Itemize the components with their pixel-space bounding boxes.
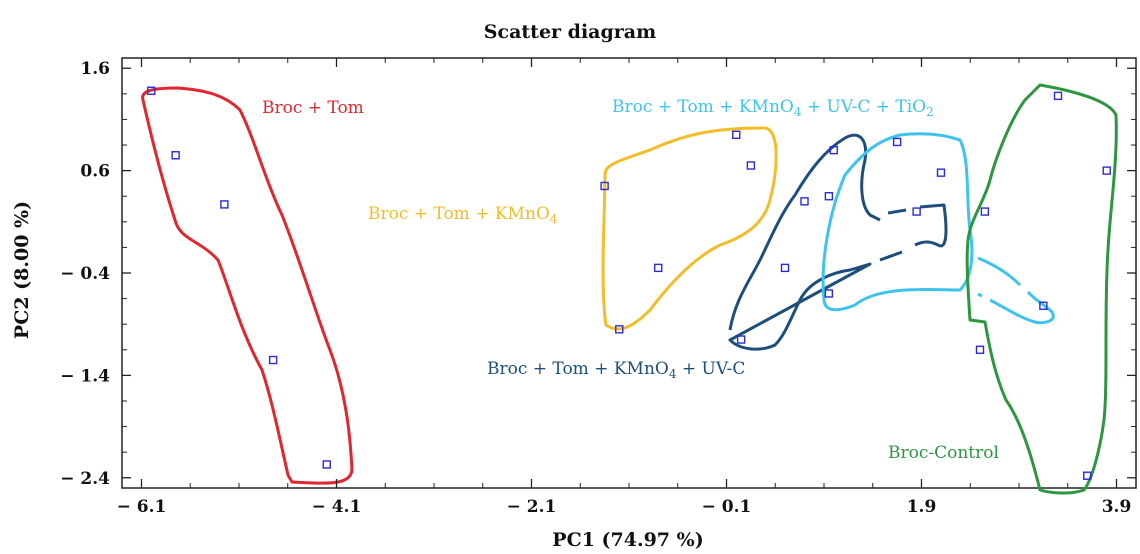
- data-point: [268, 355, 278, 365]
- control-outline: [965, 83, 1118, 495]
- kmno4-outline: [601, 126, 778, 331]
- tio2-outline: [821, 132, 1055, 325]
- uvc-outline: [728, 133, 948, 351]
- axis-tick-labels: − 6.1 − 4.1 − 2.1 − 0.1 1.9 3.9 1.6 0.6 − 0.4 − 1…: [60, 59, 1131, 517]
- group-labels: Broc + Tom Broc + Tom + KMnO4 Broc + Tom +…: [262, 97, 999, 463]
- x-tick-label: − 0.1: [702, 497, 752, 517]
- data-point: [892, 137, 902, 147]
- data-point: [322, 460, 331, 469]
- chart-title: Scatter diagram: [484, 21, 656, 43]
- data-point: [220, 200, 229, 209]
- data-point: [1053, 91, 1063, 101]
- data-point: [147, 86, 156, 95]
- x-tick-label: − 6.1: [117, 497, 167, 517]
- data-point: [1083, 471, 1092, 480]
- data-point: [615, 325, 624, 334]
- group-label: Broc-Control: [888, 443, 999, 463]
- x-tick-label: − 4.1: [312, 497, 362, 517]
- group-label: Broc + Tom + KMnO4 + UV-C + TiO2: [612, 97, 934, 119]
- data-point: [829, 145, 838, 155]
- plot-frame: [121, 57, 1137, 489]
- group-label: Broc + Tom: [262, 98, 364, 118]
- y-tick-label: 0.6: [80, 162, 110, 182]
- x-tick-label: − 2.1: [507, 497, 557, 517]
- data-point: [912, 207, 921, 216]
- y-tick-label: − 2.4: [60, 469, 110, 489]
- data-points: [147, 86, 1111, 480]
- data-point: [732, 130, 741, 139]
- x-tick-label: 3.9: [1102, 497, 1132, 517]
- y-tick-label: − 0.4: [60, 264, 110, 284]
- data-point: [600, 181, 609, 191]
- y-tick-label: 1.6: [80, 59, 110, 79]
- data-point: [975, 345, 985, 354]
- data-point: [936, 168, 946, 177]
- data-point: [1039, 301, 1048, 310]
- data-point: [736, 335, 746, 344]
- broc-tom-outline: [141, 86, 354, 485]
- axis-ticks: [122, 58, 1136, 488]
- group-label: Broc + Tom + KMnO4: [368, 204, 558, 226]
- data-point: [171, 151, 180, 160]
- x-tick-label: 1.9: [907, 497, 937, 517]
- data-point: [780, 263, 790, 273]
- group-label: Broc + Tom + KMnO4 + UV-C: [487, 359, 745, 381]
- y-axis-label: PC2 (8.00 %): [11, 201, 33, 339]
- data-point: [654, 263, 663, 273]
- data-point: [1102, 166, 1111, 175]
- data-point: [824, 289, 834, 298]
- y-tick-label: − 1.4: [60, 366, 110, 386]
- data-point: [980, 207, 990, 216]
- data-point: [824, 192, 834, 201]
- data-point: [800, 197, 809, 206]
- group-outlines: [141, 83, 1118, 495]
- x-axis-label: PC1 (74.97 %): [552, 529, 703, 551]
- data-point: [746, 161, 756, 170]
